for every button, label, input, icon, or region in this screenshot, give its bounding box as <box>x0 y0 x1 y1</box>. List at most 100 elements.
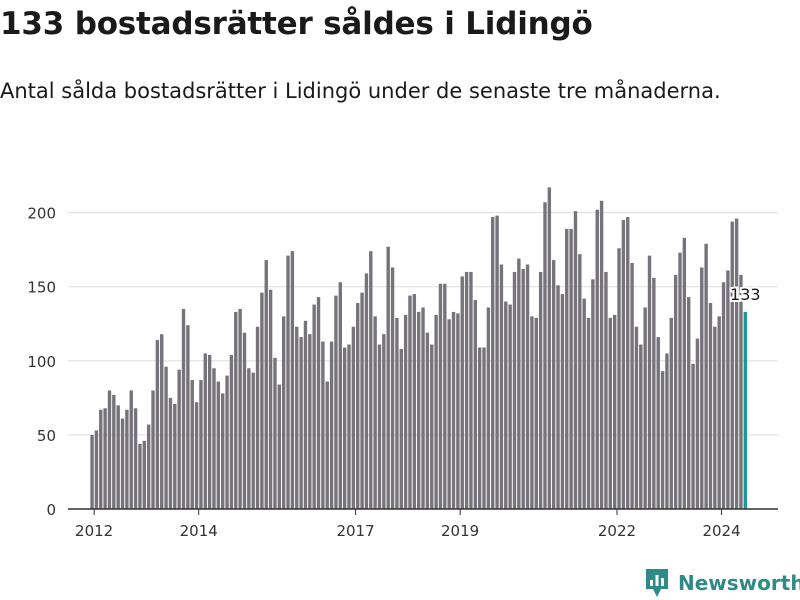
bar <box>538 271 543 509</box>
brand-name: Newsworthy <box>678 571 800 595</box>
bar <box>260 292 264 509</box>
bar <box>373 316 377 509</box>
bar <box>212 368 216 509</box>
bar <box>308 334 312 509</box>
bar <box>704 243 708 509</box>
bar <box>687 297 691 509</box>
x-tick-label: 2024 <box>702 522 740 540</box>
bar <box>595 209 599 509</box>
bar <box>338 282 342 509</box>
bar <box>281 316 286 509</box>
bar <box>364 273 369 509</box>
bar <box>639 344 643 509</box>
bar <box>547 187 552 510</box>
bar <box>186 325 190 509</box>
bar <box>312 304 316 509</box>
bar <box>739 274 743 509</box>
bar <box>660 371 665 509</box>
bar <box>508 304 512 509</box>
bar <box>168 397 173 509</box>
bar <box>351 326 356 509</box>
x-tick-label: 2019 <box>441 522 479 540</box>
y-tick-label: 150 <box>27 279 56 297</box>
bar <box>277 384 282 509</box>
bar <box>700 267 704 509</box>
bar <box>395 317 399 509</box>
bars <box>90 187 748 510</box>
bar <box>652 277 656 509</box>
bar <box>247 368 251 509</box>
bar <box>416 311 421 509</box>
bar <box>268 289 273 509</box>
bar <box>582 298 586 509</box>
bar <box>177 369 181 509</box>
bar <box>634 326 639 509</box>
bar <box>430 344 434 509</box>
bar <box>486 307 491 509</box>
y-tick-label: 100 <box>27 353 56 371</box>
bar <box>242 332 247 509</box>
bar <box>94 430 99 509</box>
bar <box>551 260 556 509</box>
bar <box>695 338 700 509</box>
bar <box>360 292 364 509</box>
bar <box>482 347 486 509</box>
bar <box>155 340 160 509</box>
bar <box>477 347 482 509</box>
bar <box>721 282 726 509</box>
bar <box>730 221 734 509</box>
bar <box>460 276 464 509</box>
bar <box>521 268 525 509</box>
bar <box>713 326 717 509</box>
bar <box>512 271 517 509</box>
bar <box>129 390 133 509</box>
bar <box>273 357 277 509</box>
bar <box>438 283 443 509</box>
bar <box>342 347 347 509</box>
bar <box>107 390 112 509</box>
bar <box>138 443 142 509</box>
bar <box>133 408 138 509</box>
bar <box>116 405 120 509</box>
bar <box>443 283 447 509</box>
bar <box>665 353 669 509</box>
brand-logo[interactable]: Newsworthy <box>644 566 800 600</box>
bar <box>356 303 360 509</box>
y-axis-ticks: 0 50 100 150 200 <box>27 205 56 519</box>
bar <box>216 381 221 509</box>
bar <box>207 354 212 509</box>
bar <box>334 295 338 509</box>
bar <box>491 217 495 509</box>
bar <box>434 314 438 509</box>
bar <box>647 255 652 509</box>
bar <box>678 252 682 510</box>
bar <box>469 271 473 509</box>
bar <box>251 372 255 509</box>
bar <box>290 251 295 509</box>
bar <box>229 354 234 509</box>
bar <box>626 217 630 509</box>
y-tick-label: 0 <box>46 501 56 519</box>
bar <box>173 403 177 509</box>
bar <box>238 308 242 509</box>
bar <box>656 337 660 509</box>
bar <box>382 334 386 509</box>
bar <box>146 424 151 509</box>
chart-title: 133 bostadsrätter såldes i Lidingö <box>0 6 593 42</box>
bar <box>734 218 739 509</box>
bar <box>456 313 460 509</box>
bar <box>403 314 408 509</box>
bar <box>591 279 595 509</box>
bar <box>103 408 107 509</box>
bar <box>504 301 508 509</box>
bar <box>643 307 647 509</box>
bar <box>682 237 687 509</box>
bar <box>316 297 321 509</box>
x-tick-label: 2014 <box>180 522 218 540</box>
bar-chart-badge-icon <box>646 569 668 597</box>
bar <box>621 220 626 509</box>
bar <box>578 254 582 509</box>
latest-value-label: 133 <box>730 285 761 304</box>
bar <box>691 363 695 509</box>
bar <box>556 285 560 509</box>
